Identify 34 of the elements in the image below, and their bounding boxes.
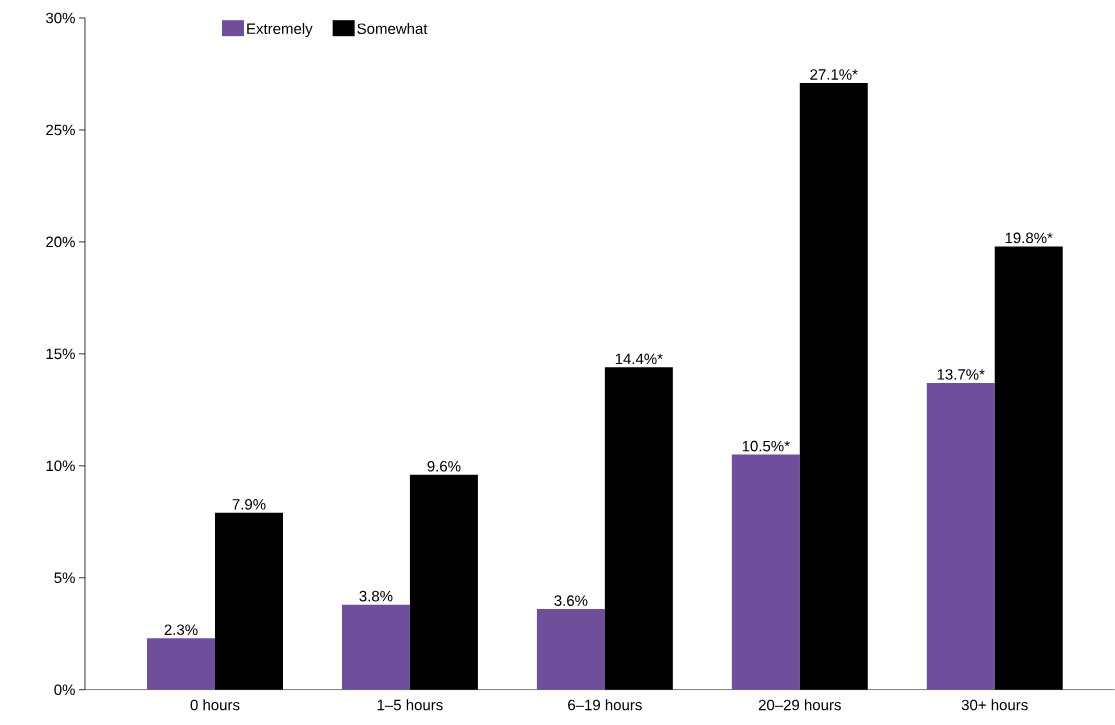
data-label: 27.1%* — [810, 69, 858, 80]
data-label: 19.8%* — [1005, 232, 1053, 244]
bar — [409, 474, 478, 690]
data-label: 3.8% — [359, 590, 393, 602]
data-label: 10.5%* — [742, 440, 790, 452]
data-label: 14.4%* — [615, 353, 663, 365]
data-label: 7.9% — [232, 499, 266, 510]
y-tick-label: 25% — [46, 124, 75, 136]
bar — [341, 604, 410, 690]
legend-label: Extremely — [247, 23, 313, 38]
y-tick-label: 30% — [45, 12, 75, 24]
x-tick-label: 0 hours — [190, 699, 240, 711]
bar — [214, 512, 283, 690]
y-tick-label: 5% — [54, 572, 75, 584]
y-tick-label: 20% — [46, 236, 75, 248]
bar — [604, 367, 673, 690]
bar — [994, 246, 1063, 690]
x-tick-label: 1–5 hours — [377, 699, 443, 711]
x-tick-label: 20–29 hours — [758, 699, 841, 711]
bar — [731, 454, 800, 690]
legend-label: Somewhat — [357, 23, 428, 35]
bar — [536, 609, 605, 690]
y-tick-label: 15% — [46, 348, 75, 360]
y-tick-label: 10% — [46, 460, 75, 472]
bar — [147, 638, 215, 690]
data-label: 13.7%* — [937, 369, 985, 380]
x-tick-label: 6–19 hours — [568, 699, 642, 711]
data-label: 2.3% — [164, 624, 198, 636]
x-tick-label: 30+ hours — [961, 699, 1028, 711]
bar — [799, 83, 868, 690]
bar — [926, 383, 995, 690]
data-label: 3.6% — [554, 595, 588, 607]
y-tick-label: 0% — [54, 684, 75, 696]
data-label: 9.6% — [427, 461, 461, 472]
